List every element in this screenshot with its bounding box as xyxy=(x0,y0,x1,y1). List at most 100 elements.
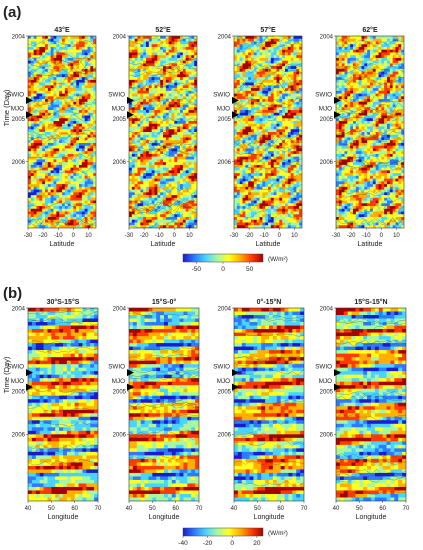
heatmap-cell xyxy=(79,192,83,196)
heatmap-cell xyxy=(53,175,57,180)
heatmap-cell xyxy=(251,206,255,210)
heatmap-cell xyxy=(273,123,278,128)
heatmap-cell xyxy=(174,167,178,171)
heatmap-cell xyxy=(182,41,187,45)
heatmap-cell xyxy=(67,162,72,166)
heatmap-cell xyxy=(151,211,156,215)
heatmap-cell xyxy=(93,93,96,97)
heatmap-cell xyxy=(194,123,197,128)
heatmap-cell xyxy=(42,74,46,78)
heatmap-cell xyxy=(33,137,38,141)
heatmap-cell xyxy=(180,107,184,111)
heatmap-cell xyxy=(251,137,255,141)
heatmap-cell xyxy=(296,79,300,84)
heatmap-cell xyxy=(253,71,258,75)
heatmap-cell xyxy=(279,85,283,89)
heatmap-cell xyxy=(131,71,136,75)
heatmap-cell xyxy=(76,159,80,163)
heatmap-cell xyxy=(276,88,280,92)
heatmap-cell xyxy=(42,203,46,207)
heatmap-cell xyxy=(50,211,55,215)
heatmap-cell xyxy=(70,121,74,125)
heatmap-cell xyxy=(36,74,40,78)
heatmap-cell xyxy=(188,126,192,130)
heatmap-cell xyxy=(177,140,181,144)
heatmap-cell xyxy=(73,162,77,166)
heatmap-cell xyxy=(93,104,96,108)
heatmap-cell xyxy=(239,52,244,56)
heatmap-cell xyxy=(33,93,38,97)
heatmap-cell xyxy=(87,219,91,224)
heatmap-cell xyxy=(79,225,83,228)
heatmap-cell xyxy=(299,189,302,193)
heatmap-cell xyxy=(180,217,184,221)
heatmap-cell xyxy=(157,178,161,182)
heatmap-cell xyxy=(90,77,94,81)
heatmap-cell xyxy=(253,121,258,125)
heatmap-cell xyxy=(28,195,32,199)
heatmap-cell xyxy=(137,170,141,174)
heatmap-cell xyxy=(188,63,192,67)
heatmap-cell xyxy=(42,36,46,40)
heatmap-cell xyxy=(242,118,246,122)
heatmap-cell xyxy=(87,129,91,133)
heatmap-cell xyxy=(70,134,74,139)
heatmap-cell xyxy=(287,148,292,152)
heatmap-cell xyxy=(182,186,187,191)
heatmap-cell xyxy=(296,60,300,65)
heatmap-cell xyxy=(265,173,269,177)
panel-a-xtick-label: -30 xyxy=(24,233,33,239)
heatmap-cell xyxy=(137,57,141,62)
heatmap-cell xyxy=(182,71,187,75)
heatmap-cell xyxy=(45,211,49,215)
heatmap-cell xyxy=(50,49,55,54)
heatmap-cell xyxy=(245,206,249,210)
heatmap-cell xyxy=(33,140,38,144)
heatmap-cell xyxy=(245,140,249,144)
heatmap-cell xyxy=(191,121,195,125)
contour-line xyxy=(28,107,96,116)
heatmap-cell xyxy=(168,38,173,43)
heatmap-cell xyxy=(39,148,43,152)
contour-line xyxy=(129,98,197,106)
heatmap-cell xyxy=(70,142,74,147)
heatmap-cell xyxy=(282,123,286,128)
heatmap-cell xyxy=(287,151,292,155)
heatmap-cell xyxy=(234,88,238,92)
heatmap-cell xyxy=(146,217,150,221)
heatmap-cell xyxy=(64,71,69,75)
heatmap-cell xyxy=(53,156,57,161)
heatmap-cell xyxy=(79,140,83,144)
heatmap-cell xyxy=(194,195,197,199)
heatmap-cell xyxy=(185,93,190,97)
heatmap-cell xyxy=(73,134,77,139)
heatmap-cell xyxy=(268,93,272,97)
heatmap-cell xyxy=(262,46,266,51)
heatmap-cell xyxy=(245,145,249,150)
heatmap-cell xyxy=(64,68,69,73)
heatmap-cell xyxy=(151,85,156,89)
heatmap-cell xyxy=(134,129,139,133)
heatmap-cell xyxy=(39,85,43,89)
heatmap-cell xyxy=(47,197,52,202)
heatmap-cell xyxy=(296,159,300,163)
heatmap-cell xyxy=(53,82,57,86)
heatmap-cell xyxy=(256,55,261,59)
heatmap-cell xyxy=(84,110,89,114)
heatmap-cell xyxy=(282,151,286,155)
heatmap-cell xyxy=(262,195,266,199)
heatmap-cell xyxy=(76,123,80,128)
heatmap-cell xyxy=(160,184,164,188)
heatmap-cell xyxy=(45,99,49,103)
heatmap-cell xyxy=(262,71,266,75)
heatmap-cell xyxy=(79,148,83,152)
heatmap-cell xyxy=(157,112,161,117)
heatmap-cell xyxy=(279,126,283,130)
heatmap-cell xyxy=(251,82,255,86)
heatmap-cell xyxy=(245,200,249,204)
heatmap-cell xyxy=(53,162,57,166)
heatmap-cell xyxy=(168,178,173,182)
heatmap-cell xyxy=(50,217,55,221)
heatmap-cell xyxy=(256,66,261,70)
heatmap-cell xyxy=(154,148,158,152)
